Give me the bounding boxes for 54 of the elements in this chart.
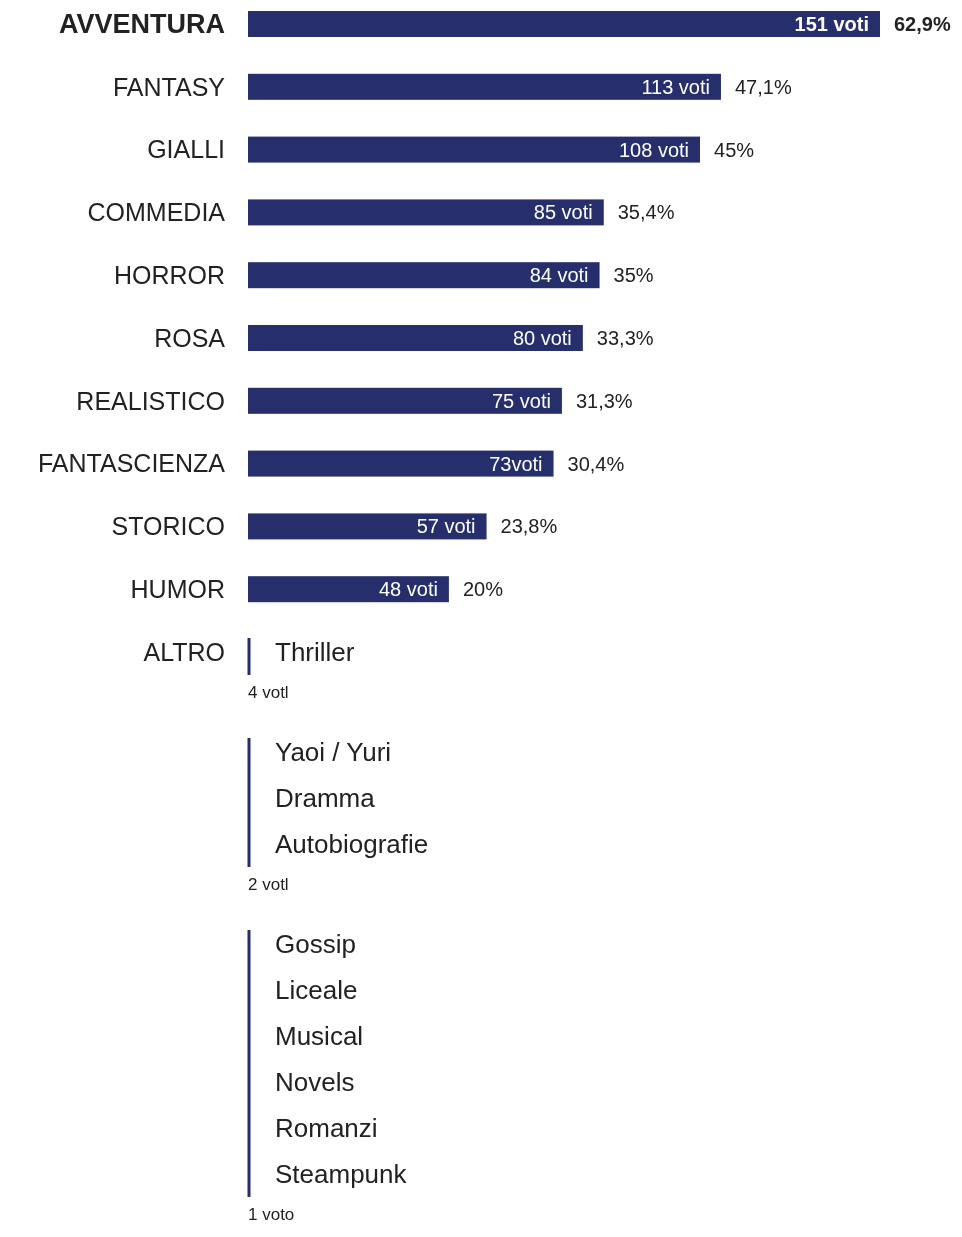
y-tick-label: REALISTICO: [76, 386, 225, 415]
text: Romanzi: [275, 1113, 378, 1144]
annotation: 47,1%: [734, 75, 792, 98]
data-label: 151 voti: [794, 13, 869, 35]
y-tick-label: FANTASCIENZA: [37, 449, 226, 478]
text: Autobiografie: [275, 829, 429, 860]
bar: [248, 325, 583, 351]
y-tick-label: HORROR: [113, 260, 225, 289]
bar: [248, 262, 600, 289]
text: Liceale: [275, 975, 358, 1006]
annotation: 30,4%: [567, 452, 625, 475]
y-tick-label: AVVENTURA: [58, 9, 225, 40]
bar: [248, 73, 721, 100]
text: 2 votl: [248, 874, 289, 894]
bar: [248, 136, 701, 163]
y-tick-label: FANTASY: [112, 72, 226, 101]
annotation: 31,3%: [575, 389, 633, 412]
y-tick-label: ROSA: [154, 323, 226, 352]
y-tick-label: HUMOR: [130, 574, 225, 603]
text: Musical: [275, 1021, 364, 1052]
annotation: 45%: [714, 138, 755, 161]
y-tick-label: STORICO: [111, 512, 225, 541]
data-label: 108 voti: [618, 138, 690, 161]
data-label: 84 voti: [529, 264, 589, 287]
bar: [248, 199, 604, 226]
text: Steampunk: [275, 1159, 408, 1190]
bar: [248, 387, 562, 414]
data-label: 48 voti: [378, 578, 438, 601]
text: Yaoi / Yuri: [275, 737, 392, 768]
data-label: 113 voti: [641, 75, 710, 98]
data-label: 80 voti: [512, 327, 572, 349]
y-tick-label: GIALLI: [147, 135, 225, 164]
y-tick-label: COMMEDIA: [87, 198, 226, 227]
data-label: 57 voti: [416, 515, 476, 538]
y-tick-label: ALTRO: [143, 637, 225, 666]
text: Dramma: [275, 783, 376, 814]
annotation: 35%: [613, 264, 654, 287]
text: Gossip: [275, 929, 356, 960]
annotation: 62,9%: [894, 13, 951, 35]
text: 1 voto: [248, 1204, 295, 1224]
bar: [248, 11, 880, 37]
annotation: 23,8%: [500, 515, 558, 538]
data-label: 85 voti: [533, 201, 593, 224]
data-label: 75 voti: [491, 389, 551, 412]
annotation: 4 votl: [248, 682, 289, 702]
annotation: 33,3%: [596, 327, 654, 349]
text: Novels: [275, 1067, 355, 1098]
bar: [248, 513, 487, 540]
annotation: 35,4%: [617, 201, 675, 224]
annotation: Thriller: [275, 637, 355, 668]
annotation: 20%: [462, 578, 504, 601]
data-label: 73voti: [489, 452, 543, 475]
bar: [248, 450, 554, 477]
bar: [248, 576, 449, 603]
